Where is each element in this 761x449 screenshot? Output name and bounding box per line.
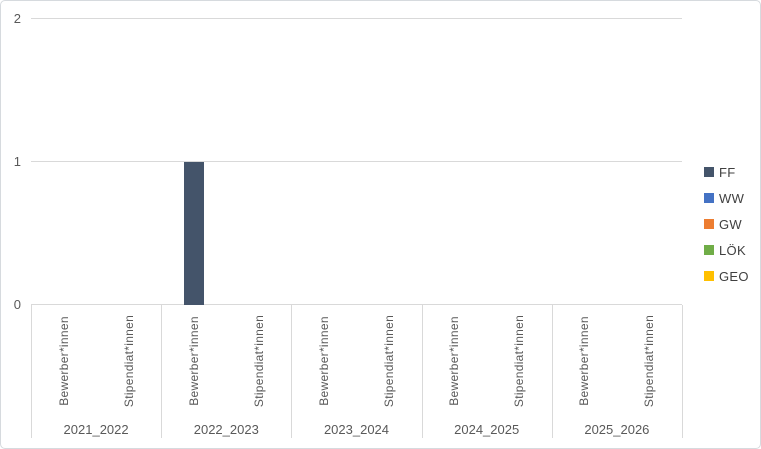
group-label: 2023_2024: [323, 422, 390, 437]
legend-item: FF: [704, 164, 735, 180]
x-axis-divider: [291, 304, 293, 438]
category-label: Bewerber*innen: [186, 316, 201, 406]
category-label: Stipendiat*innen: [251, 314, 266, 408]
legend-color-swatch: [704, 167, 714, 177]
legend-item-label: GW: [719, 216, 742, 232]
legend-item: GEO: [704, 268, 749, 284]
gridline: [31, 304, 682, 305]
bar: [183, 161, 204, 305]
legend-item-label: GEO: [719, 268, 749, 284]
category-label: Stipendiat*innen: [121, 314, 136, 408]
group-label: 2024_2025: [454, 422, 520, 437]
legend-color-swatch: [704, 193, 714, 203]
category-label: Bewerber*innen: [447, 316, 462, 406]
group-label: 2022_2023: [193, 422, 259, 437]
legend-color-swatch: [704, 271, 714, 281]
legend-item-label: LÖK: [719, 242, 746, 258]
x-axis-divider: [682, 304, 683, 438]
category-label: Bewerber*innen: [577, 316, 592, 406]
y-axis-tick-label: 1: [13, 153, 21, 169]
legend-color-swatch: [704, 245, 714, 255]
category-label: Stipendiat*innen: [512, 314, 527, 408]
legend-item-label: WW: [719, 190, 745, 206]
legend-item-label: FF: [719, 164, 736, 180]
x-axis-divider: [161, 304, 163, 438]
gridline: [31, 18, 682, 19]
legend-color-swatch: [704, 219, 714, 229]
legend-item: WW: [704, 190, 744, 206]
x-axis-divider: [31, 304, 32, 438]
y-axis-tick-label: 2: [13, 10, 21, 26]
category-label: Bewerber*innen: [316, 316, 331, 406]
category-label: Bewerber*innen: [56, 316, 71, 406]
legend-item: GW: [704, 216, 742, 232]
gridline: [31, 161, 682, 162]
y-axis-tick-label: 0: [13, 296, 21, 312]
group-label: 2021_2022: [63, 422, 129, 437]
x-axis-divider: [421, 304, 423, 438]
x-axis-divider: [551, 304, 553, 438]
category-label: Stipendiat*innen: [382, 314, 397, 408]
group-label: 2025_2026: [584, 422, 650, 437]
category-label: Stipendiat*innen: [642, 314, 657, 408]
legend-item: LÖK: [704, 242, 746, 258]
